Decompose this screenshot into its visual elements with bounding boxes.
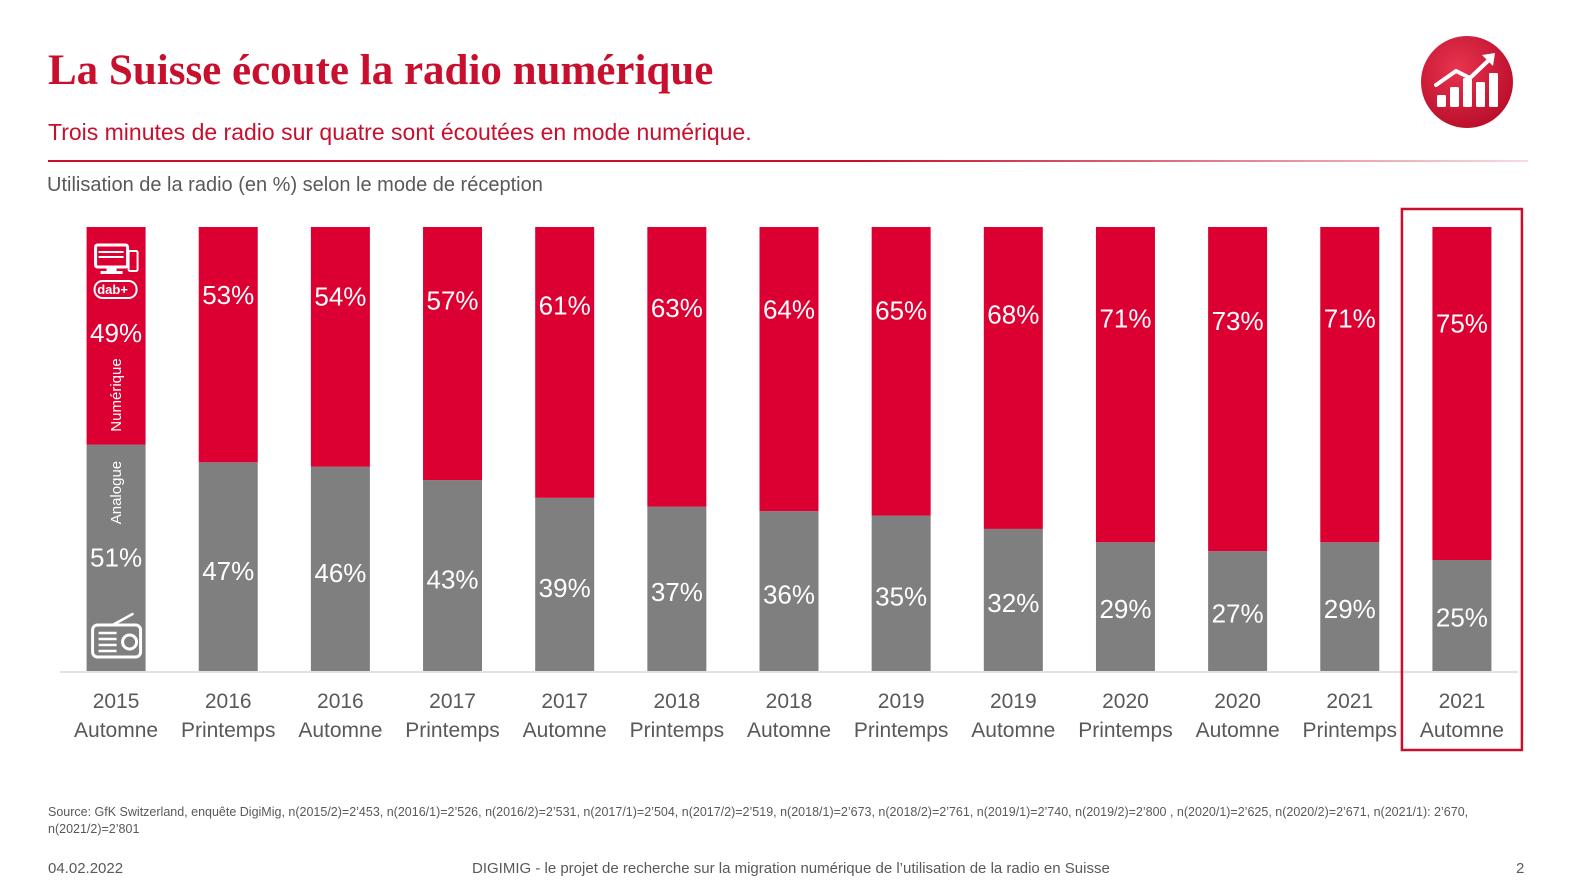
bar-numerique — [759, 227, 819, 512]
footer-project-text: DIGIMIG - le projet de recherche sur la … — [472, 860, 1110, 877]
x-tick-year: 2020 — [1214, 690, 1261, 713]
chart-title: Utilisation de la radio (en %) selon le … — [47, 174, 543, 196]
page-title: La Suisse écoute la radio numérique — [48, 47, 714, 94]
data-label-analogue: 27% — [1212, 598, 1264, 628]
bar-analogue — [983, 528, 1043, 671]
bar-analogue — [1208, 551, 1268, 671]
x-tick-season: Printemps — [1303, 719, 1398, 742]
radio-icon — [91, 612, 143, 659]
x-tick-year: 2017 — [429, 690, 476, 713]
data-label-numerique: 57% — [427, 285, 479, 315]
x-tick-season: Automne — [74, 719, 158, 742]
x-tick-year: 2020 — [1102, 690, 1149, 713]
data-label-analogue: 25% — [1436, 603, 1488, 633]
title-divider — [48, 160, 1528, 162]
x-tick-season: Automne — [971, 719, 1055, 742]
x-tick-year: 2018 — [653, 690, 700, 713]
x-tick-season: Automne — [298, 719, 382, 742]
highlight-box — [1400, 207, 1524, 752]
data-label-analogue: 35% — [875, 581, 927, 611]
data-label-numerique: 54% — [314, 282, 366, 312]
data-label-numerique: 75% — [1436, 309, 1488, 339]
bar-analogue — [871, 515, 931, 671]
data-label-numerique: 71% — [1324, 303, 1376, 333]
bar-analogue — [1095, 542, 1155, 671]
data-label-analogue: 29% — [1099, 594, 1151, 624]
x-tick-season: Printemps — [854, 719, 949, 742]
bar-analogue — [423, 480, 483, 671]
bar-analogue — [759, 511, 819, 671]
data-label-numerique: 71% — [1099, 303, 1151, 333]
bar-numerique — [1320, 227, 1380, 543]
data-label-numerique: 63% — [651, 293, 703, 323]
bar-analogue — [310, 466, 370, 671]
page-number: 2 — [1516, 860, 1525, 877]
bar-analogue — [647, 506, 707, 671]
data-label-analogue: 47% — [202, 556, 254, 586]
data-label-numerique: 65% — [875, 296, 927, 326]
data-label-analogue: 37% — [651, 577, 703, 607]
x-tick-season: Printemps — [630, 719, 725, 742]
data-label-numerique: 61% — [539, 291, 591, 321]
x-tick-year: 2019 — [990, 690, 1037, 713]
data-label-numerique: 64% — [763, 294, 815, 324]
data-label-numerique: 49% — [90, 318, 142, 348]
x-tick-year: 2016 — [205, 690, 252, 713]
x-tick-season: Printemps — [1078, 719, 1173, 742]
data-label-analogue: 39% — [539, 573, 591, 603]
bar-analogue — [198, 462, 258, 671]
x-tick-year: 2015 — [93, 690, 140, 713]
data-label-analogue: 46% — [314, 558, 366, 588]
data-label-numerique: 53% — [202, 280, 254, 310]
x-tick-year: 2016 — [317, 690, 364, 713]
footer-date: 04.02.2022 — [48, 860, 124, 877]
data-label-analogue: 29% — [1324, 594, 1376, 624]
stacked-bar-chart: 49% 51% 2015 Automne Numérique Analogue dab+ 53… — [60, 207, 1524, 752]
bar-numerique — [1432, 227, 1492, 560]
x-tick-year: 2021 — [1326, 690, 1373, 713]
bar-numerique — [1208, 227, 1268, 552]
bar-numerique — [647, 227, 707, 507]
bar-numerique — [1095, 227, 1155, 543]
x-tick-year: 2021 — [1439, 690, 1486, 713]
computer-dab-plus-icon: dab+ — [93, 243, 139, 299]
source-note: Source: GfK Switzerland, enquête DigiMig… — [48, 805, 1469, 836]
data-label-analogue: 51% — [90, 543, 142, 573]
bar-analogue — [535, 497, 595, 671]
bar-numerique — [198, 227, 258, 463]
x-tick-season: Printemps — [181, 719, 276, 742]
data-label-analogue: 43% — [427, 564, 479, 594]
bar-numerique — [871, 227, 931, 516]
data-label-numerique: 68% — [987, 300, 1039, 330]
x-tick-year: 2018 — [766, 690, 813, 713]
bar-numerique — [423, 227, 483, 481]
svg-text:dab+: dab+ — [97, 282, 128, 297]
x-tick-season: Automne — [747, 719, 831, 742]
data-label-analogue: 36% — [763, 579, 815, 609]
legend-analogue-label: Analogue — [108, 461, 125, 524]
legend-numerique-label: Numérique — [108, 358, 125, 431]
x-tick-season: Automne — [523, 719, 607, 742]
bar-analogue — [1432, 560, 1492, 671]
x-tick-season: Automne — [1420, 719, 1504, 742]
page-subtitle: Trois minutes de radio sur quatre sont é… — [48, 119, 752, 145]
bar-numerique — [310, 227, 370, 467]
data-label-numerique: 73% — [1212, 306, 1264, 336]
data-label-analogue: 32% — [987, 588, 1039, 618]
bar-numerique — [983, 227, 1043, 529]
x-tick-season: Automne — [1196, 719, 1280, 742]
bar-numerique — [535, 227, 595, 498]
x-tick-year: 2019 — [878, 690, 925, 713]
bar-analogue — [1320, 542, 1380, 671]
x-tick-year: 2017 — [541, 690, 588, 713]
x-tick-season: Printemps — [405, 719, 500, 742]
rising-bar-chart-icon — [1421, 36, 1513, 128]
